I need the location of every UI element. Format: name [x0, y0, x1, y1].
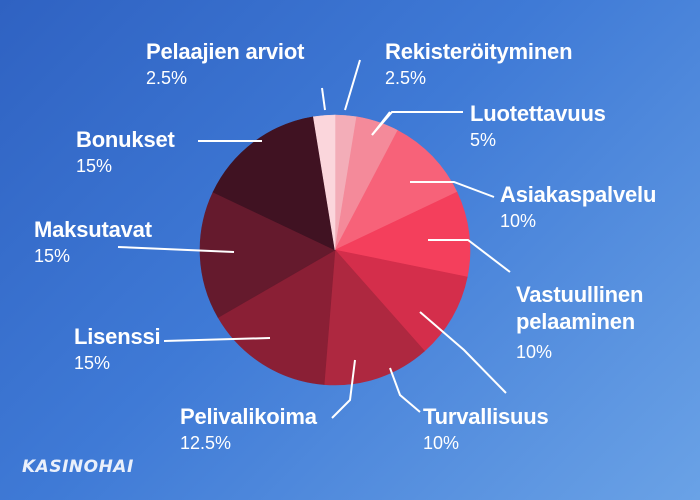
label-percent: 12.5% — [180, 432, 232, 453]
label-percent: 10% — [516, 342, 553, 363]
label-percent: 10% — [500, 210, 537, 231]
pie-slices — [199, 114, 471, 386]
label-turvallisuus: Turvallisuus 10% — [423, 404, 549, 453]
label-name: Luotettavuus — [470, 101, 606, 126]
pie-slice-turvallisuus — [334, 249, 468, 352]
pie-slice-vastuullinen-pelaaminen — [334, 191, 471, 278]
label-name: Pelaajien arviot — [146, 39, 305, 64]
label-name: Rekisteröityminen — [385, 39, 573, 64]
leader-line — [321, 87, 326, 111]
label-percent: 15% — [76, 155, 113, 176]
leader-line — [410, 181, 495, 198]
pie-slice-pelivalikoima — [323, 249, 425, 386]
label-name: Asiakaspalvelu — [500, 182, 657, 207]
pie-slice-bonukset — [212, 116, 336, 251]
label-name-line-1: Vastuullinen — [516, 282, 644, 307]
leader-line — [419, 311, 507, 394]
label-maksutavat: Maksutavat 15% — [34, 217, 152, 266]
label-name: Lisenssi — [74, 324, 161, 349]
pie-slice-lisenssi — [217, 249, 336, 385]
label-percent: 15% — [34, 245, 71, 266]
label-pelivalikoima: Pelivalikoima 12.5% — [180, 404, 317, 453]
label-percent: 5% — [470, 129, 497, 150]
pie-slice-maksutavat — [199, 191, 336, 318]
leader-lines — [117, 59, 511, 419]
label-rekisteroityminen: Rekisteröityminen 2.5% — [385, 39, 573, 88]
leader-line — [163, 337, 271, 342]
leader-line — [389, 367, 421, 413]
leader-line — [117, 246, 235, 253]
label-percent: 2.5% — [385, 67, 427, 88]
kasinohai-logo: KASINOHAI — [22, 457, 134, 477]
label-luotettavuus: Luotettavuus 5% — [470, 101, 606, 150]
leader-line — [371, 111, 463, 136]
label-name: Maksutavat — [34, 217, 152, 242]
label-name-line-2: pelaaminen — [516, 308, 636, 334]
label-name: Bonukset — [76, 127, 175, 152]
pie-slice-pelaajien-arviot — [312, 114, 336, 251]
label-lisenssi: Lisenssi 15% — [74, 324, 161, 373]
label-pelaajien-arviot: Pelaajien arviot 2.5% — [146, 39, 305, 88]
label-bonukset: Bonukset 15% — [76, 127, 175, 176]
label-percent: 10% — [423, 432, 460, 453]
label-name: Pelivalikoima — [180, 404, 317, 429]
leader-line — [428, 239, 511, 273]
label-percent: 2.5% — [146, 67, 188, 88]
leader-line — [331, 359, 356, 419]
label-percent: 15% — [74, 352, 111, 373]
label-asiakaspalvelu: Asiakaspalvelu 10% — [500, 182, 657, 231]
label-vastuullinen-pelaaminen: Vastuullinen pelaaminen 10% — [516, 282, 644, 363]
pie-slice-asiakaspalvelu — [334, 130, 458, 251]
label-name: Turvallisuus — [423, 404, 549, 429]
leader-line — [344, 59, 361, 111]
